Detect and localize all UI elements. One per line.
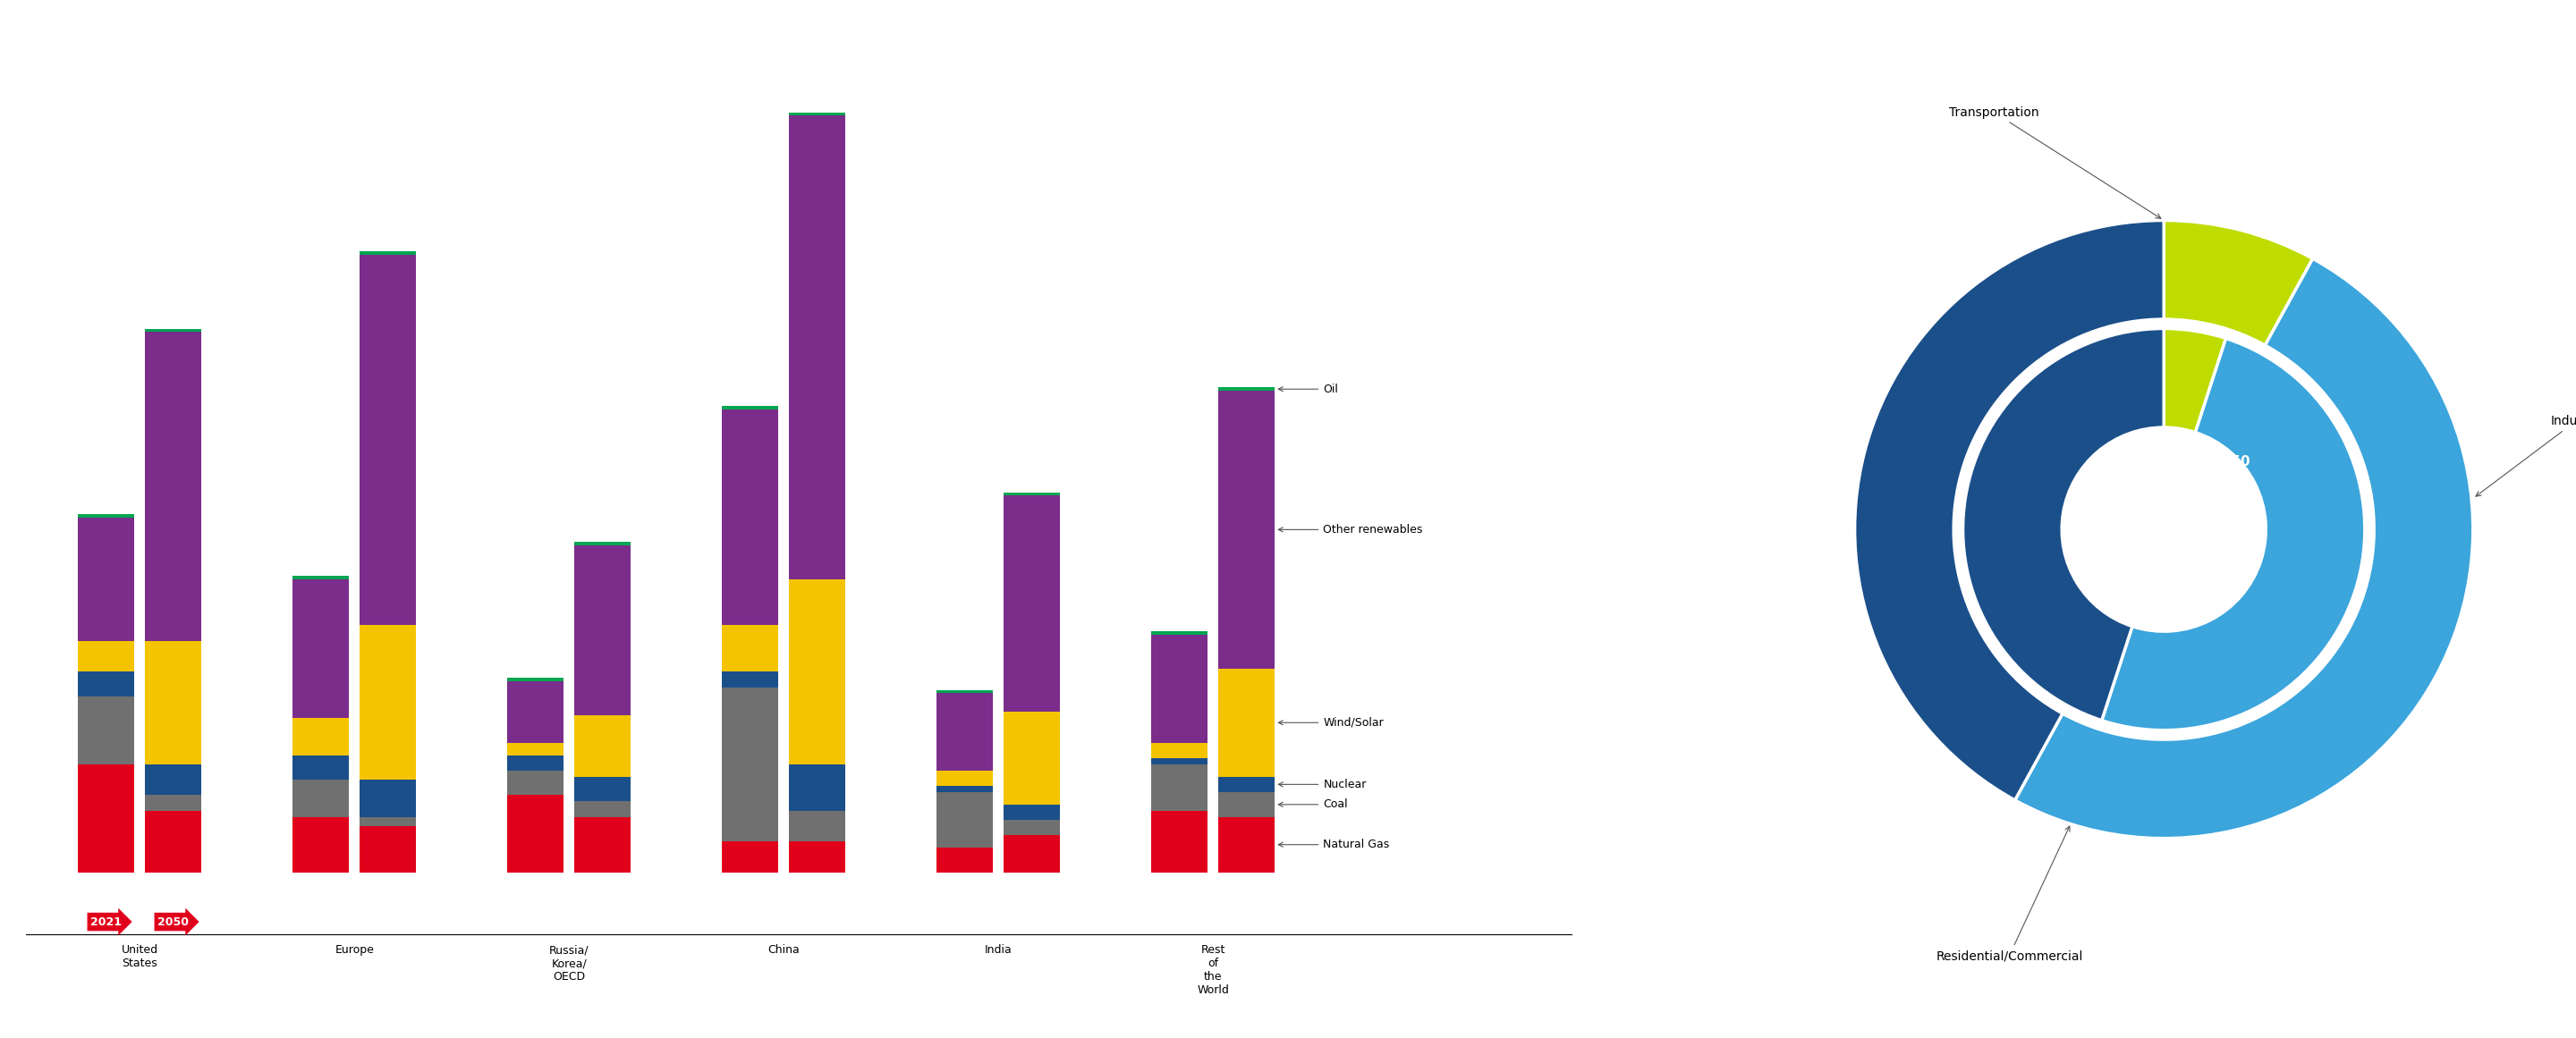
Bar bbox=[294, 718, 350, 755]
Bar bbox=[1151, 634, 1208, 743]
Text: 2021: 2021 bbox=[2182, 486, 2221, 499]
Bar bbox=[77, 764, 134, 872]
Bar bbox=[1218, 390, 1275, 668]
Bar bbox=[938, 693, 994, 770]
Bar bbox=[507, 795, 564, 872]
Bar bbox=[574, 542, 631, 545]
Bar bbox=[938, 848, 994, 872]
Bar bbox=[1151, 631, 1208, 634]
Text: Other renewables: Other renewables bbox=[1278, 524, 1422, 536]
Bar bbox=[77, 672, 134, 696]
Bar bbox=[507, 755, 564, 770]
Bar bbox=[77, 514, 134, 517]
Bar bbox=[1005, 820, 1061, 836]
Bar bbox=[574, 817, 631, 872]
Bar bbox=[1218, 817, 1275, 872]
Bar bbox=[574, 776, 631, 801]
Text: 2050: 2050 bbox=[157, 916, 188, 928]
Bar bbox=[938, 690, 994, 693]
Bar bbox=[1218, 668, 1275, 776]
Bar bbox=[1005, 836, 1061, 872]
Bar bbox=[144, 332, 201, 640]
Bar bbox=[1151, 758, 1208, 764]
Bar bbox=[938, 792, 994, 848]
Bar bbox=[361, 780, 417, 817]
Bar bbox=[1218, 792, 1275, 817]
Bar bbox=[1151, 811, 1208, 872]
Wedge shape bbox=[2102, 338, 2365, 730]
Bar bbox=[938, 786, 994, 792]
Wedge shape bbox=[2164, 329, 2226, 433]
Bar bbox=[144, 811, 201, 872]
Wedge shape bbox=[2164, 220, 2313, 346]
Bar bbox=[1005, 712, 1061, 804]
Bar bbox=[788, 116, 845, 579]
Bar bbox=[294, 755, 350, 780]
Text: Wind/Solar: Wind/Solar bbox=[1278, 717, 1383, 729]
Bar bbox=[294, 579, 350, 718]
Bar bbox=[144, 640, 201, 764]
Bar bbox=[144, 764, 201, 795]
Bar bbox=[721, 406, 778, 409]
Bar bbox=[721, 409, 778, 625]
Text: Transportation: Transportation bbox=[1950, 106, 2161, 218]
Bar bbox=[507, 743, 564, 755]
Text: Nuclear: Nuclear bbox=[1278, 778, 1365, 790]
Bar bbox=[574, 801, 631, 817]
Bar bbox=[144, 795, 201, 811]
Bar bbox=[1218, 387, 1275, 390]
Bar bbox=[77, 696, 134, 764]
Bar bbox=[294, 817, 350, 872]
Text: Coal: Coal bbox=[1278, 798, 1347, 811]
Bar bbox=[721, 625, 778, 672]
Bar bbox=[77, 517, 134, 640]
Text: Residential/Commercial: Residential/Commercial bbox=[1935, 826, 2084, 962]
Bar bbox=[1218, 776, 1275, 792]
Bar bbox=[788, 113, 845, 116]
Text: Natural Gas: Natural Gas bbox=[1278, 839, 1388, 850]
Bar bbox=[507, 681, 564, 743]
Bar bbox=[1005, 495, 1061, 712]
Text: Oil: Oil bbox=[1278, 383, 1340, 394]
Bar bbox=[507, 770, 564, 795]
Bar bbox=[144, 329, 201, 332]
Bar bbox=[1151, 764, 1208, 811]
Text: Industry: Industry bbox=[2476, 415, 2576, 496]
Bar bbox=[788, 811, 845, 842]
Bar bbox=[721, 842, 778, 872]
Bar bbox=[77, 640, 134, 672]
Bar bbox=[1005, 493, 1061, 495]
Bar bbox=[788, 764, 845, 811]
Bar bbox=[294, 780, 350, 817]
Bar bbox=[507, 678, 564, 681]
Bar bbox=[788, 842, 845, 872]
Bar bbox=[574, 545, 631, 715]
Bar bbox=[294, 576, 350, 579]
Bar bbox=[574, 715, 631, 776]
Bar bbox=[721, 687, 778, 842]
Wedge shape bbox=[1963, 329, 2164, 720]
Wedge shape bbox=[2014, 258, 2473, 839]
Bar bbox=[361, 251, 417, 254]
Bar bbox=[1151, 743, 1208, 758]
Text: 2050: 2050 bbox=[2213, 455, 2251, 468]
Bar bbox=[788, 579, 845, 764]
Wedge shape bbox=[1855, 220, 2164, 800]
Bar bbox=[361, 817, 417, 826]
Bar bbox=[361, 826, 417, 872]
Bar bbox=[938, 770, 994, 786]
Text: 2021: 2021 bbox=[90, 916, 121, 928]
Bar bbox=[361, 254, 417, 625]
Bar bbox=[1005, 804, 1061, 820]
Bar bbox=[721, 672, 778, 687]
Bar bbox=[361, 625, 417, 780]
